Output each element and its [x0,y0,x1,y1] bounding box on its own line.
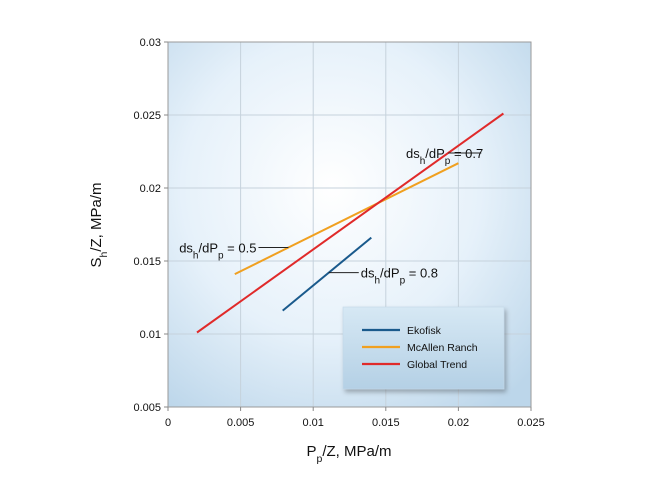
slope-annotations: dsh/dPp = 0.7 dsh/dPp = 0.5 dsh/dPp = 0.8 [179,146,483,286]
y-tick-label: 0.005 [133,402,161,414]
y-tick-label: 0.025 [133,110,161,122]
y-tick-label: 0.02 [140,183,161,195]
y-tick-label: 0.03 [140,37,161,49]
x-tick-label: 0.005 [227,417,255,429]
legend: Ekofisk McAllen Ranch Global Trend [342,306,505,390]
x-tick-label: 0.02 [448,417,469,429]
legend-label: Ekofisk [407,325,442,337]
annotation-label: dsh/dPp = 0.5 [179,241,256,261]
y-tick-label: 0.015 [133,256,161,268]
series-line-ekofisk [282,236,372,312]
legend-label: Global Trend [407,359,467,371]
legend-label: McAllen Ranch [407,342,478,354]
x-tick-label: 0.01 [302,417,323,429]
annotation-label: dsh/dPp = 0.8 [361,266,438,287]
y-axis-label: Sh/Z, MPa/m [88,182,110,267]
series-line-mcallen-ranch [234,162,459,275]
plot-border [167,41,532,408]
x-axis-label: Pp/Z, MPa/m [306,443,391,465]
series-lines [196,112,504,334]
axis-tick-labels: 0 0.005 0.01 0.015 0.02 0.025 0.005 0.01 0.015 0.… [133,37,544,429]
x-tick-label: 0.025 [517,417,545,429]
annotation-label: dsh/dPp = 0.7 [406,146,483,167]
y-tick-label: 0.01 [140,329,161,341]
x-tick-label: 0 [165,417,171,429]
series-line-global-trend [196,112,504,334]
x-tick-label: 0.015 [372,417,400,429]
grid-lines [168,42,531,407]
